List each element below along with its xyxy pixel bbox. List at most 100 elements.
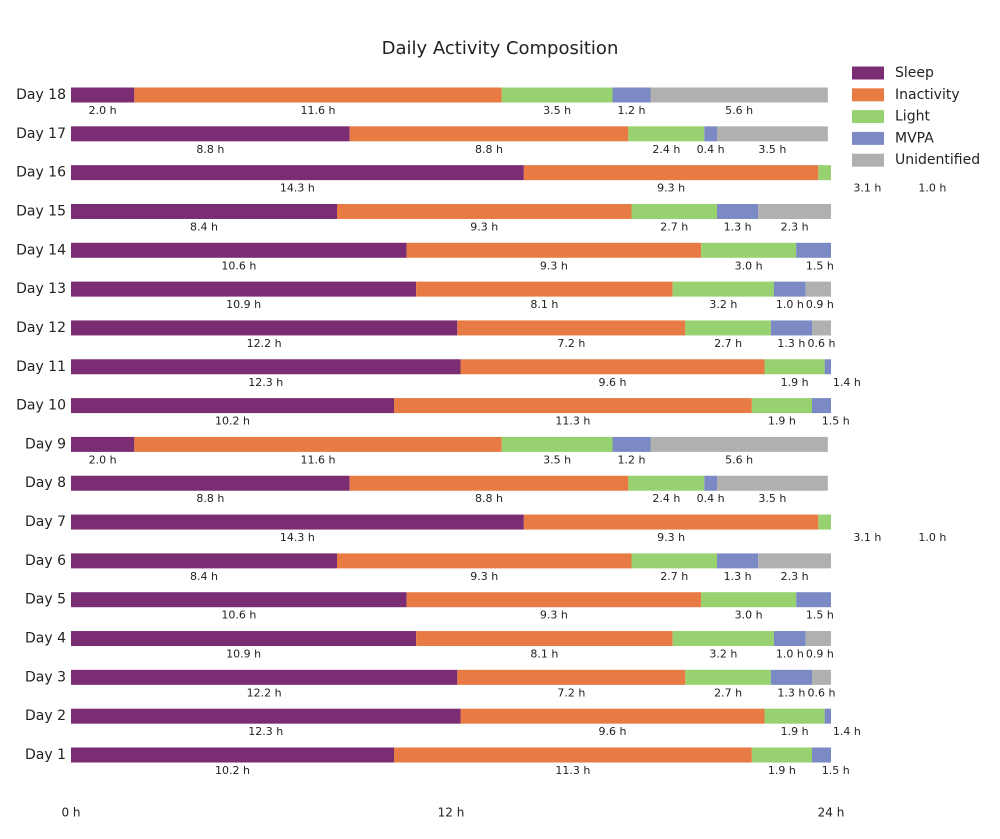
data-label: 2.7 h xyxy=(660,220,688,233)
data-label: 7.2 h xyxy=(557,337,585,350)
bar-segment xyxy=(717,475,828,491)
data-label: 11.6 h xyxy=(301,104,336,117)
bar-segment xyxy=(71,747,394,763)
bar-segment xyxy=(460,708,765,724)
bar-segment xyxy=(717,553,759,569)
bar-segment xyxy=(764,708,825,724)
data-label: 14.3 h xyxy=(280,531,315,544)
data-label: 3.1 h xyxy=(853,182,881,195)
data-label: 1.0 h xyxy=(776,298,804,311)
data-label: 8.8 h xyxy=(196,492,224,505)
y-tick-label: Day 9 xyxy=(25,436,66,452)
data-label: 10.2 h xyxy=(215,415,250,428)
bar-segment xyxy=(71,242,407,258)
data-label: 2.0 h xyxy=(89,104,117,117)
bar-segment xyxy=(650,436,828,452)
legend-label: Light xyxy=(895,109,930,125)
data-label: 0.9 h xyxy=(806,648,834,661)
data-label: 9.3 h xyxy=(540,609,568,622)
bar-segment xyxy=(812,398,831,414)
data-label: 1.2 h xyxy=(618,453,646,466)
bar-segment xyxy=(704,475,717,491)
data-label: 2.7 h xyxy=(714,337,742,350)
data-label: 0.6 h xyxy=(808,337,836,350)
bar-segment xyxy=(796,592,831,608)
bar-segment xyxy=(523,165,819,181)
data-label: 1.5 h xyxy=(822,415,850,428)
x-tick-label: 24 h xyxy=(818,806,845,820)
data-label: 11.6 h xyxy=(301,453,336,466)
legend-label: MVPA xyxy=(895,130,934,146)
data-label: 5.6 h xyxy=(725,104,753,117)
data-label: 2.4 h xyxy=(652,492,680,505)
bar-segment xyxy=(650,87,828,103)
bar-segment xyxy=(71,203,337,219)
y-tick-label: Day 5 xyxy=(25,592,66,608)
data-label: 0.4 h xyxy=(697,492,725,505)
y-tick-label: Day 10 xyxy=(16,398,66,414)
x-tick-label: 12 h xyxy=(438,806,465,820)
data-label: 1.0 h xyxy=(918,531,946,544)
bar-segment xyxy=(631,553,717,569)
data-label: 1.4 h xyxy=(833,376,861,389)
data-label: 2.4 h xyxy=(652,143,680,156)
legend-label: Sleep xyxy=(895,65,934,81)
bar-segment xyxy=(501,87,613,103)
data-label: 0.9 h xyxy=(806,298,834,311)
data-label: 1.9 h xyxy=(768,415,796,428)
bar-segment xyxy=(406,592,702,608)
bar-segment xyxy=(818,514,831,530)
data-label: 10.2 h xyxy=(215,764,250,777)
bar-segment xyxy=(704,126,717,142)
data-label: 9.3 h xyxy=(540,259,568,272)
legend-swatch xyxy=(852,88,884,102)
bar-segment xyxy=(71,514,524,530)
data-label: 2.0 h xyxy=(89,453,117,466)
plot-area xyxy=(71,87,831,763)
bar-segment xyxy=(770,320,812,336)
data-label: 3.1 h xyxy=(853,531,881,544)
bar-segment xyxy=(71,320,458,336)
bar-segment xyxy=(758,553,831,569)
bar-segment xyxy=(134,436,502,452)
data-label: 1.9 h xyxy=(768,764,796,777)
data-label: 8.1 h xyxy=(530,298,558,311)
data-label: 9.3 h xyxy=(657,531,685,544)
bar-segment xyxy=(717,126,828,142)
bar-segment xyxy=(71,669,458,685)
y-tick-label: Day 3 xyxy=(25,669,66,685)
bar-segment xyxy=(406,242,702,258)
bar-segment xyxy=(812,747,831,763)
data-label: 9.3 h xyxy=(470,220,498,233)
data-label: 9.6 h xyxy=(599,376,627,389)
data-label: 10.6 h xyxy=(221,609,256,622)
bar-segment xyxy=(337,553,632,569)
data-label: 2.3 h xyxy=(781,220,809,233)
bar-segment xyxy=(770,669,812,685)
data-label: 0.4 h xyxy=(697,143,725,156)
bar-segment xyxy=(774,631,806,647)
bar-segment xyxy=(751,747,812,763)
data-label: 10.6 h xyxy=(221,259,256,272)
data-label: 11.3 h xyxy=(555,415,590,428)
y-tick-label: Day 1 xyxy=(25,747,66,763)
bar-segment xyxy=(416,281,673,297)
data-label: 14.3 h xyxy=(280,182,315,195)
bar-segment xyxy=(672,631,774,647)
data-label: 11.3 h xyxy=(555,764,590,777)
data-label: 3.5 h xyxy=(758,492,786,505)
data-label: 1.4 h xyxy=(833,725,861,738)
bar-segment xyxy=(71,126,350,142)
legend-swatch xyxy=(852,153,884,167)
bar-segment xyxy=(628,126,705,142)
bar-segment xyxy=(685,320,771,336)
data-label: 3.0 h xyxy=(735,259,763,272)
data-label: 8.4 h xyxy=(190,570,218,583)
data-label: 3.0 h xyxy=(735,609,763,622)
y-tick-label: Day 7 xyxy=(25,514,66,530)
bar-segment xyxy=(805,631,831,647)
data-label: 3.5 h xyxy=(543,104,571,117)
y-tick-label: Day 2 xyxy=(25,708,66,724)
data-label: 1.3 h xyxy=(777,337,805,350)
bar-segment xyxy=(717,203,759,219)
